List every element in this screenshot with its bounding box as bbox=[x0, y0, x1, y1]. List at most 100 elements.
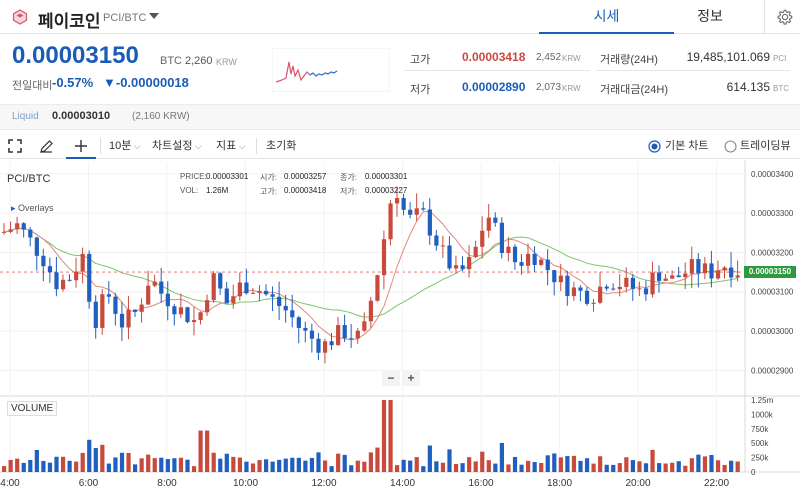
volume-bar bbox=[375, 447, 380, 472]
reset-button[interactable]: 초기화 bbox=[266, 140, 297, 152]
chevron-down-icon[interactable] bbox=[148, 11, 160, 21]
chart-grid bbox=[0, 160, 800, 473]
overlays-toggle[interactable]: ▸ Overlays bbox=[11, 203, 54, 213]
volume-bar bbox=[565, 456, 570, 472]
candle bbox=[604, 286, 609, 289]
candle bbox=[729, 267, 734, 278]
volume-bar bbox=[329, 466, 334, 472]
change-percent: -0.57% bbox=[52, 75, 94, 90]
fullscreen-icon[interactable] bbox=[8, 139, 22, 153]
amount-value: 614.135 bbox=[726, 80, 770, 94]
tradingview-option[interactable]: 트레이딩뷰 bbox=[740, 140, 791, 152]
volume-bar bbox=[545, 455, 550, 472]
legend-close-value: 0.00003301 bbox=[365, 172, 408, 181]
volume-bar bbox=[571, 455, 577, 472]
candle bbox=[185, 307, 190, 323]
candle bbox=[657, 272, 662, 281]
candle bbox=[722, 267, 727, 271]
tab-quote[interactable]: 시세 bbox=[539, 0, 674, 34]
candle bbox=[60, 279, 66, 290]
candle bbox=[2, 231, 7, 233]
volume-bar bbox=[224, 453, 229, 472]
zoom-in-button[interactable]: + bbox=[402, 370, 420, 386]
candle bbox=[539, 259, 544, 265]
volume-bar bbox=[670, 462, 675, 472]
candle bbox=[80, 253, 85, 272]
time-tick-label: 20:00 bbox=[625, 478, 650, 489]
volume-bar bbox=[637, 461, 642, 472]
radio-unselected-icon[interactable] bbox=[724, 140, 737, 153]
time-tick-label: 8:00 bbox=[157, 478, 177, 489]
volume-bar bbox=[264, 459, 269, 472]
volume-bar bbox=[172, 458, 177, 472]
volume-bar bbox=[119, 452, 125, 472]
candle bbox=[165, 293, 170, 307]
candle bbox=[47, 266, 53, 273]
crosshair-tool[interactable] bbox=[66, 133, 96, 159]
volume-bar bbox=[250, 463, 256, 472]
chart-settings-menu[interactable]: 차트설정 ⌵ bbox=[152, 140, 202, 152]
legend-close-label: 종가: bbox=[340, 173, 357, 182]
price-tick-label: 0.00002900 bbox=[751, 366, 794, 375]
candle bbox=[34, 237, 39, 256]
volume-bar bbox=[355, 460, 360, 472]
price-chart[interactable]: 0.00003400 0.00003300 0.00003200 0.00003100… bbox=[0, 160, 800, 494]
candle bbox=[565, 275, 570, 297]
tab-info[interactable]: 정보 bbox=[697, 8, 723, 24]
volume-bar bbox=[657, 463, 662, 472]
volume-bar bbox=[617, 463, 622, 472]
volume-bar bbox=[34, 449, 39, 472]
legend-price-value: 0.00003301 bbox=[206, 172, 249, 181]
radio-selected-icon[interactable] bbox=[648, 140, 661, 153]
volume-bar bbox=[395, 465, 400, 472]
volume-bar bbox=[715, 460, 721, 472]
ma-short-path bbox=[3, 210, 738, 341]
volume-bar bbox=[198, 430, 203, 472]
candle bbox=[159, 281, 164, 294]
exchange-price: 0.00003010 bbox=[52, 110, 111, 122]
legend-high-value: 0.00003418 bbox=[284, 186, 327, 195]
candle bbox=[270, 294, 275, 297]
candle bbox=[650, 272, 655, 295]
indicators-menu[interactable]: 지표 ⌵ bbox=[216, 140, 246, 152]
high-krw: 2,452 bbox=[536, 52, 562, 63]
candle bbox=[611, 288, 616, 290]
volume-bar bbox=[231, 456, 236, 472]
indicators-label: 지표 bbox=[216, 140, 237, 152]
candle bbox=[67, 279, 72, 281]
volume-bar bbox=[152, 458, 157, 472]
candle bbox=[447, 245, 452, 269]
time-tick-label: 4:00 bbox=[0, 478, 20, 489]
candle bbox=[139, 304, 144, 312]
candle bbox=[598, 286, 603, 303]
interval-select[interactable]: 10분 ⌵ bbox=[109, 140, 141, 152]
candle bbox=[336, 325, 341, 346]
zoom-out-button[interactable]: − bbox=[382, 370, 400, 386]
legend-open-value: 0.00003257 bbox=[284, 172, 327, 181]
candle bbox=[231, 296, 236, 304]
candle bbox=[480, 230, 485, 247]
volume-bar bbox=[506, 464, 511, 472]
legend-vol-label: VOL: bbox=[180, 186, 199, 195]
volume-bar bbox=[604, 464, 609, 472]
volume-bar bbox=[722, 464, 727, 472]
volume-bar bbox=[473, 461, 478, 472]
gear-icon[interactable] bbox=[776, 8, 794, 26]
candle bbox=[512, 246, 518, 263]
candle bbox=[368, 300, 373, 322]
volume-bar bbox=[244, 461, 249, 472]
volume-bar bbox=[270, 461, 275, 472]
volume-bar bbox=[15, 458, 20, 472]
legend-high-label: 고가: bbox=[260, 187, 277, 196]
low-label: 저가 bbox=[410, 84, 431, 96]
volume-bar bbox=[526, 460, 531, 472]
volume-bar bbox=[362, 461, 367, 472]
basic-chart-option[interactable]: 기본 차트 bbox=[665, 140, 709, 152]
volume-bar bbox=[165, 459, 170, 472]
volume-bar bbox=[74, 461, 79, 472]
pencil-icon[interactable] bbox=[39, 139, 54, 154]
volume-bar bbox=[558, 457, 563, 472]
current-price-tag: 0.00003150 bbox=[744, 266, 796, 278]
volume-bar bbox=[453, 463, 459, 472]
